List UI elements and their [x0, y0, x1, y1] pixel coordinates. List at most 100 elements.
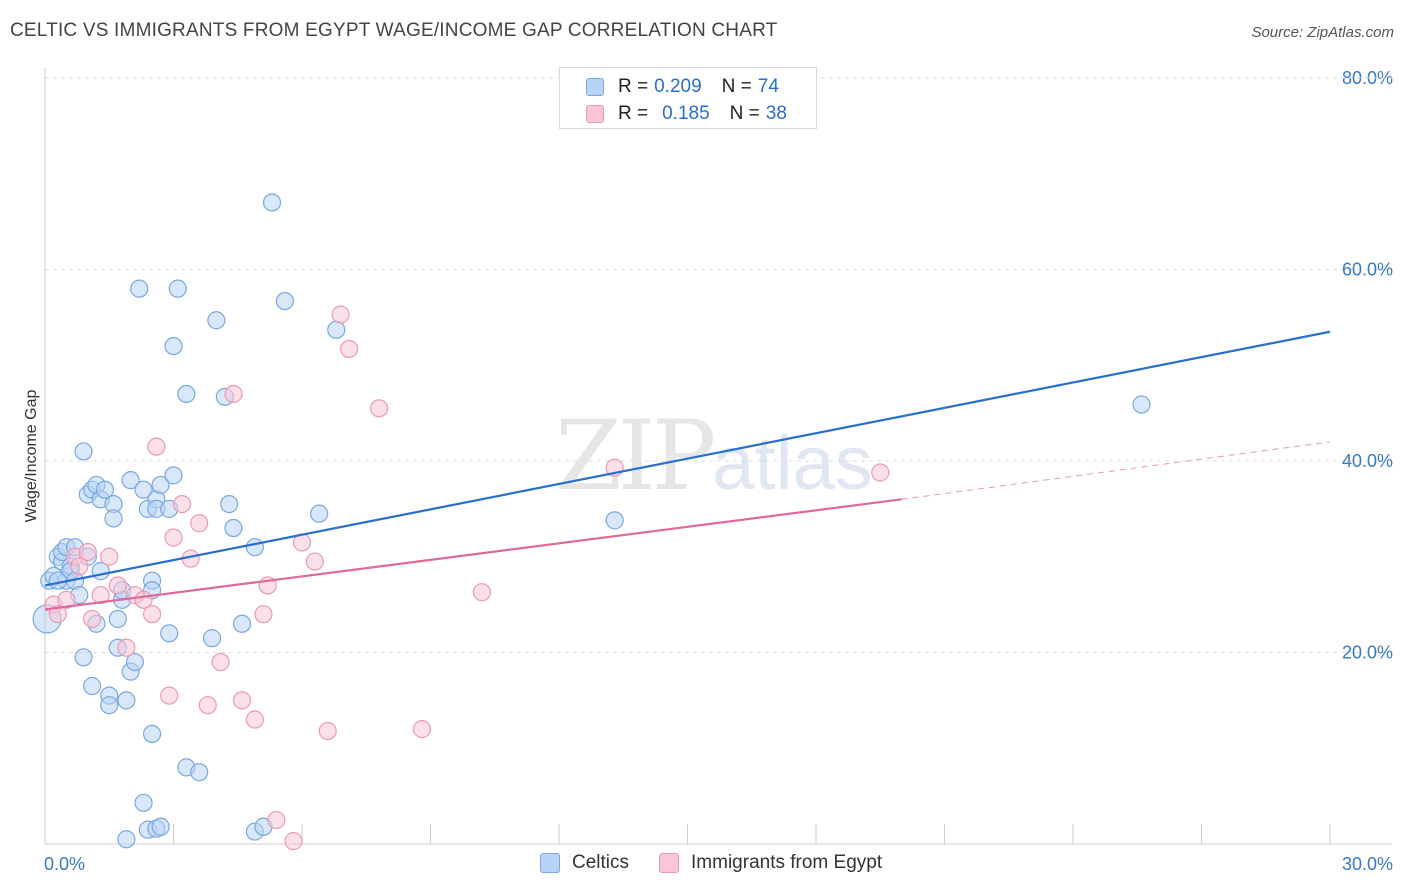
legend-row-egypt: R = 0.185 N = 38	[586, 102, 787, 126]
celtics-point	[1132, 395, 1151, 414]
celtics-point	[605, 511, 624, 530]
celtics-trend-line	[44, 330, 1331, 587]
egypt-point	[83, 609, 102, 629]
egypt-point	[164, 528, 183, 547]
legend-n-value: 38	[765, 103, 787, 124]
y-tick-label: 40.0%	[1342, 451, 1393, 471]
celtics-point	[83, 676, 102, 696]
egypt-point	[318, 721, 337, 741]
celtics-point	[95, 480, 115, 499]
celtics-point	[232, 614, 252, 633]
legend-r-label: R =	[618, 76, 649, 97]
legend-item-egypt[interactable]: Immigrants from Egypt	[659, 852, 882, 874]
egypt-point	[160, 686, 179, 705]
egypt-legend-label: Immigrants from Egypt	[691, 852, 883, 873]
egypt-point	[412, 719, 432, 739]
legend-n-label: N =	[721, 76, 752, 97]
celtics-point	[74, 442, 93, 461]
egypt-point	[267, 810, 286, 830]
egypt-point	[305, 552, 324, 571]
celtics-point	[74, 648, 93, 667]
egypt-trend-line	[44, 498, 902, 611]
celtics-point	[134, 793, 153, 812]
celtics-legend-swatch	[540, 853, 560, 873]
series-legend: Celtics Immigrants from Egypt	[540, 852, 912, 874]
celtics-point	[164, 337, 183, 356]
celtics-point	[125, 652, 145, 672]
celtics-point	[327, 320, 346, 339]
celtics-point	[202, 629, 222, 648]
celtics-point	[177, 384, 196, 404]
egypt-legend-swatch	[659, 853, 680, 873]
egypt-point	[70, 557, 89, 576]
egypt-point	[108, 576, 127, 595]
egypt-point	[871, 463, 890, 482]
legend-r-label: R =	[618, 103, 649, 124]
celtics-point	[104, 509, 123, 528]
celtics-point	[160, 624, 179, 643]
celtics-point	[168, 279, 187, 298]
celtics-legend-label: Celtics	[572, 852, 630, 873]
egypt-point	[172, 494, 192, 514]
egypt-point	[245, 710, 264, 729]
watermark-zip: ZIP	[555, 400, 716, 512]
egypt-point	[198, 696, 217, 715]
egypt-point	[117, 638, 136, 657]
egypt-swatch	[586, 105, 604, 123]
celtics-point	[224, 518, 243, 538]
celtics-swatch	[586, 78, 604, 96]
watermark: ZIPatlas	[555, 400, 873, 512]
egypt-point	[370, 399, 389, 418]
legend-r-value: 0.209	[654, 76, 702, 97]
y-axis-label: Wage/Income Gap	[23, 390, 40, 523]
egypt-point	[48, 605, 67, 624]
egypt-point	[284, 832, 303, 851]
source-note: Source: ZipAtlas.com	[1251, 24, 1394, 41]
celtics-point	[262, 193, 282, 212]
celtics-point	[100, 696, 119, 715]
x-tick-label: 30.0%	[1342, 854, 1393, 874]
celtics-point	[164, 466, 183, 485]
celtics-point	[142, 724, 162, 743]
x-tick-label: 0.0%	[44, 854, 85, 874]
legend-r-value: 0.185	[662, 103, 710, 124]
legend-n-label: N =	[729, 103, 760, 124]
correlation-legend: R = 0.209 N = 74 R = 0.185 N = 38	[559, 67, 817, 129]
egypt-point	[254, 605, 273, 624]
egypt-point	[147, 437, 166, 456]
egypt-point	[78, 542, 97, 562]
egypt-point	[340, 339, 359, 359]
egypt-point	[91, 585, 110, 605]
celtics-point	[151, 475, 170, 495]
chart-title: CELTIC VS IMMIGRANTS FROM EGYPT WAGE/INC…	[10, 20, 778, 41]
celtics-point	[220, 494, 239, 514]
legend-n-value: 74	[757, 76, 779, 97]
celtics-point	[151, 817, 170, 836]
celtics-point	[121, 471, 140, 490]
egypt-point	[331, 305, 350, 324]
egypt-point	[190, 514, 209, 533]
egypt-point	[57, 590, 76, 609]
celtics-point	[190, 763, 209, 782]
celtics-point	[134, 480, 153, 499]
celtics-point	[310, 504, 329, 523]
legend-row-celtics: R = 0.209 N = 74	[586, 75, 779, 99]
celtics-point	[245, 538, 264, 557]
egypt-point	[472, 583, 491, 602]
celtics-point	[108, 609, 127, 629]
y-tick-label: 60.0%	[1342, 260, 1393, 280]
egypt-point	[224, 384, 243, 404]
celtics-point	[275, 291, 294, 311]
egypt-point	[142, 605, 162, 624]
celtics-point	[207, 311, 226, 330]
celtics-point	[130, 279, 149, 298]
y-tick-label: 20.0%	[1342, 643, 1393, 663]
watermark-atlas: atlas	[712, 421, 873, 506]
egypt-point	[232, 691, 252, 710]
legend-item-celtics[interactable]: Celtics	[540, 852, 629, 874]
egypt-point	[211, 652, 230, 672]
egypt-point	[100, 547, 119, 566]
celtics-point	[117, 691, 136, 710]
egypt-trend-extension	[901, 441, 1331, 500]
